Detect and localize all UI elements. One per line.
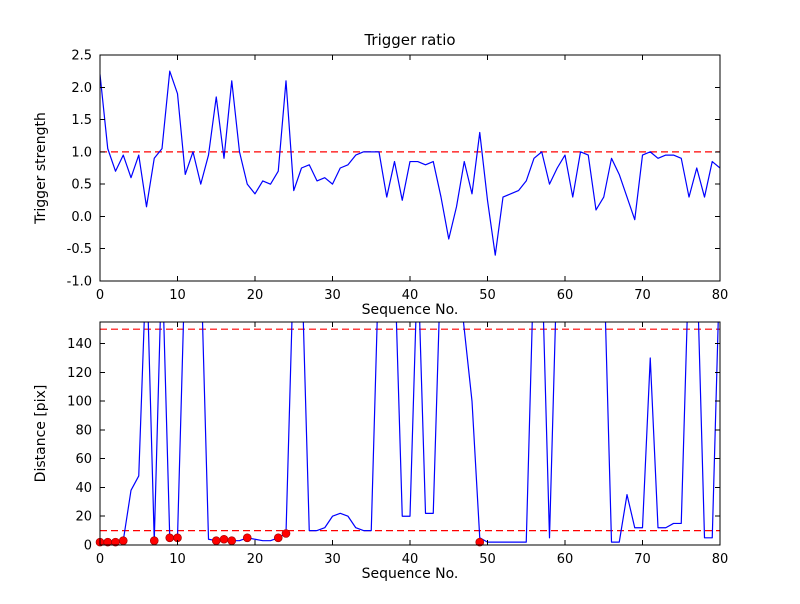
trigger-marker	[475, 537, 485, 547]
series-line	[100, 322, 719, 543]
y-tick-label: 1.5	[71, 113, 92, 128]
x-tick-label: 70	[634, 288, 651, 303]
x-tick-label: 10	[169, 288, 186, 303]
x-tick-label: 80	[712, 288, 729, 303]
x-tick-label: 50	[479, 552, 496, 567]
trigger-marker	[211, 536, 221, 545]
trigger-marker	[219, 534, 229, 544]
y-axis-label: Trigger strength	[33, 112, 49, 225]
x-tick-label: 50	[479, 288, 496, 303]
y-tick-label: 2.0	[71, 81, 92, 96]
y-tick-label: 1.0	[71, 145, 92, 160]
chart-title: Trigger ratio	[363, 31, 455, 49]
x-tick-label: 40	[402, 288, 419, 303]
axes-frame	[99, 54, 721, 282]
x-tick-label: 20	[247, 288, 264, 303]
y-tick-label: 60	[75, 452, 92, 467]
x-axis-label: Sequence No.	[362, 566, 459, 582]
x-tick-label: 0	[96, 552, 104, 567]
trigger-marker	[273, 533, 283, 543]
y-axis-label: Distance [pix]	[33, 385, 49, 483]
x-tick-label: 60	[557, 552, 574, 567]
series-line	[100, 70, 720, 256]
y-tick-label: -1.0	[67, 275, 92, 290]
y-tick-label: 120	[67, 366, 92, 381]
y-tick-label: -0.5	[67, 242, 92, 257]
trigger-marker	[281, 529, 291, 538]
y-tick-label: 140	[67, 337, 92, 352]
trigger-marker	[165, 533, 175, 543]
x-tick-label: 30	[324, 288, 341, 303]
y-tick-label: 2.5	[71, 49, 92, 64]
x-axis-label: Sequence No.	[362, 302, 459, 318]
x-tick-label: 10	[169, 552, 186, 567]
trigger-marker	[118, 536, 128, 545]
y-tick-label: 0	[84, 539, 92, 554]
x-tick-label: 40	[402, 552, 419, 567]
y-tick-label: 80	[75, 423, 92, 438]
y-tick-label: 0.0	[71, 210, 92, 225]
y-tick-label: 100	[67, 395, 92, 410]
trigger-marker	[149, 536, 159, 545]
y-tick-label: 20	[75, 510, 92, 525]
x-tick-label: 30	[324, 552, 341, 567]
x-tick-label: 60	[557, 288, 574, 303]
x-tick-label: 70	[634, 552, 651, 567]
trigger-marker	[242, 533, 252, 543]
trigger-marker	[227, 536, 237, 545]
x-tick-label: 20	[247, 552, 264, 567]
x-tick-label: 80	[712, 552, 729, 567]
y-tick-label: 0.5	[71, 178, 92, 193]
y-tick-label: 40	[75, 481, 92, 496]
x-tick-label: 0	[96, 288, 104, 303]
